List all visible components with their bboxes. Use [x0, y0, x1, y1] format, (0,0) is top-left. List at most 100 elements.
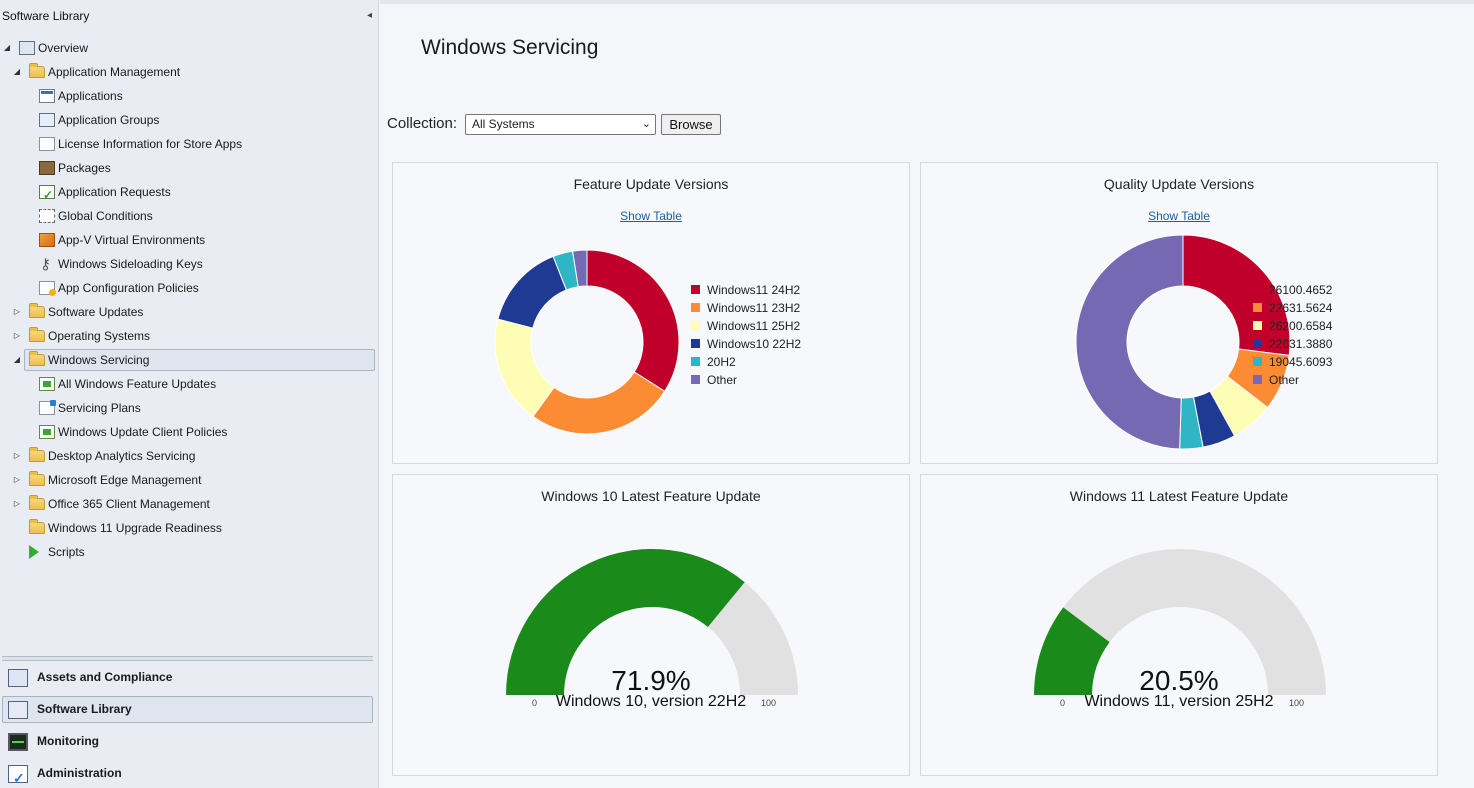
folder-icon [29, 327, 45, 342]
tree-item-label: Packages [58, 161, 111, 175]
tree-item-windows-servicing[interactable]: ◢ Windows Servicing [0, 348, 378, 372]
tree-item-global-conditions[interactable]: Global Conditions [0, 204, 378, 228]
gauge-min-label: 0 [532, 698, 538, 708]
folder-icon [29, 63, 45, 78]
legend-label: Windows11 24H2 [707, 283, 801, 297]
packages-icon [39, 161, 55, 175]
expand-icon[interactable]: ▷ [13, 451, 21, 460]
tree-item-microsoft-edge-management[interactable]: ▷ Microsoft Edge Management [0, 468, 378, 492]
show-table-link[interactable]: Show Table [620, 209, 682, 223]
collapse-icon[interactable]: ◢ [13, 67, 21, 76]
workspace-assets-and-compliance[interactable]: Assets and Compliance [0, 661, 379, 693]
tree-item-windows-sideloading-keys[interactable]: Windows Sideloading Keys [0, 252, 378, 277]
chart-title: Feature Update Versions [573, 176, 729, 192]
applications-icon [39, 89, 55, 103]
tree-item-software-updates[interactable]: ▷ Software Updates [0, 300, 378, 324]
chart-title: Windows 11 Latest Feature Update [1069, 488, 1289, 504]
gauge-max-label: 100 [761, 698, 777, 708]
tree-item-overview[interactable]: ◢ Overview [0, 36, 378, 60]
tree-item-license-information-for-store-apps[interactable]: License Information for Store Apps [0, 132, 378, 156]
chart-legend: Windows11 24H2 Windows11 23H2 Windows11 25… [691, 281, 801, 389]
windows11-feature-update-panel: Windows 11 Latest Feature Update 20.5% W… [920, 474, 1438, 776]
chevron-down-icon: ⌄ [641, 118, 651, 130]
folder-icon [29, 447, 45, 462]
page-title: Windows Servicing [421, 36, 599, 59]
folder-icon [29, 471, 45, 486]
legend-swatch [1253, 375, 1262, 384]
legend-item: 22631.3880 [1253, 335, 1332, 353]
donut-slice-windows11-23h2[interactable] [532, 371, 666, 435]
collapse-pane-icon[interactable]: ◂ [366, 10, 372, 21]
expand-icon[interactable]: ▷ [13, 499, 21, 508]
tree-item-label: Windows Sideloading Keys [58, 257, 203, 271]
gauge-caption: Windows 11, version 25H2 [1084, 693, 1274, 710]
workspace-software-library[interactable]: Software Library [0, 693, 379, 725]
expand-icon[interactable]: ▷ [13, 331, 21, 340]
tree-item-label: Application Groups [58, 113, 160, 127]
tree-item-all-windows-feature-updates[interactable]: All Windows Feature Updates [0, 372, 378, 396]
workspace-administration[interactable]: Administration [0, 757, 379, 788]
legend-label: 20H2 [707, 355, 736, 369]
tree-item-windows-update-client-policies[interactable]: Windows Update Client Policies [0, 420, 378, 444]
tree-item-app-v-virtual-environments[interactable]: App-V Virtual Environments [0, 228, 378, 252]
legend-swatch [691, 285, 700, 294]
tree-item-windows-11-upgrade-readiness[interactable]: Windows 11 Upgrade Readiness [0, 516, 378, 540]
workspace-label: Administration [37, 766, 122, 780]
legend-swatch [691, 375, 700, 384]
tree-item-application-management[interactable]: ◢ Application Management [0, 60, 378, 84]
legend-label: 22631.3880 [1269, 337, 1333, 351]
legend-label: 19045.6093 [1269, 355, 1333, 369]
tree-item-application-requests[interactable]: Application Requests [0, 180, 378, 207]
legend-swatch [691, 321, 700, 330]
folder-icon [29, 303, 45, 318]
nav-pane-header: Software Library ◂ [0, 0, 378, 32]
tree-item-application-groups[interactable]: Application Groups [0, 108, 378, 132]
donut-slice-other[interactable] [1075, 234, 1184, 450]
tree-item-app-configuration-policies[interactable]: App Configuration Policies [0, 276, 378, 300]
tree-item-office-365-client-management[interactable]: ▷ Office 365 Client Management [0, 492, 378, 516]
donut-slice-26100-4652[interactable] [1182, 234, 1291, 356]
tree-item-operating-systems[interactable]: ▷ Operating Systems [0, 324, 378, 348]
global-conditions-icon [39, 209, 55, 223]
expand-icon[interactable]: ▷ [13, 307, 21, 316]
wunderbar-splitter[interactable] [2, 656, 373, 661]
tree-item-scripts[interactable]: Scripts [0, 540, 378, 564]
tree-item-label: Windows Update Client Policies [58, 425, 228, 439]
tree-item-packages[interactable]: Packages [0, 156, 378, 180]
donut-slice-windows10-22h2[interactable] [497, 255, 568, 329]
expand-icon[interactable]: ▷ [13, 475, 21, 484]
feature-update-donut-chart [494, 249, 680, 435]
donut-slice-other[interactable] [572, 249, 588, 288]
browse-button[interactable]: Browse [661, 114, 721, 135]
donut-slice-windows11-24h2[interactable] [586, 249, 680, 392]
gauge-fill [506, 549, 745, 695]
tree-item-label: All Windows Feature Updates [58, 377, 217, 391]
workspace-switcher: Assets and Compliance Software Library Mon… [0, 656, 379, 788]
key-icon [39, 253, 55, 277]
legend-item: 22631.5624 [1253, 299, 1332, 317]
quality-update-donut-chart [1075, 234, 1291, 450]
workspace-monitoring[interactable]: Monitoring [0, 725, 379, 757]
legend-item: Other [691, 371, 801, 389]
appv-icon [39, 233, 55, 247]
collection-dropdown[interactable]: All Systems ⌄ [465, 114, 656, 135]
legend-item: Other [1253, 371, 1332, 389]
collection-value: All Systems [472, 117, 535, 131]
folder-icon [29, 351, 45, 366]
legend-label: Windows11 23H2 [707, 301, 801, 315]
collection-label: Collection: [387, 115, 458, 132]
collapse-icon[interactable]: ◢ [13, 355, 21, 364]
legend-swatch [691, 339, 700, 348]
feature-update-versions-panel: Feature Update Versions Show Table Windo… [392, 162, 910, 464]
monitoring-icon [8, 733, 28, 751]
tree-item-label: Applications [58, 89, 123, 103]
tree-item-applications[interactable]: Applications [0, 84, 378, 108]
app-config-policy-icon [39, 281, 56, 296]
tree-item-label: Operating Systems [48, 329, 151, 343]
collapse-icon[interactable]: ◢ [3, 43, 11, 52]
show-table-link[interactable]: Show Table [1148, 209, 1210, 223]
gauge-value: 20.5% [1139, 665, 1219, 696]
tree-item-desktop-analytics-servicing[interactable]: ▷ Desktop Analytics Servicing [0, 444, 378, 468]
legend-item: 26100.4652 [1253, 281, 1332, 299]
tree-item-servicing-plans[interactable]: Servicing Plans [0, 396, 378, 420]
